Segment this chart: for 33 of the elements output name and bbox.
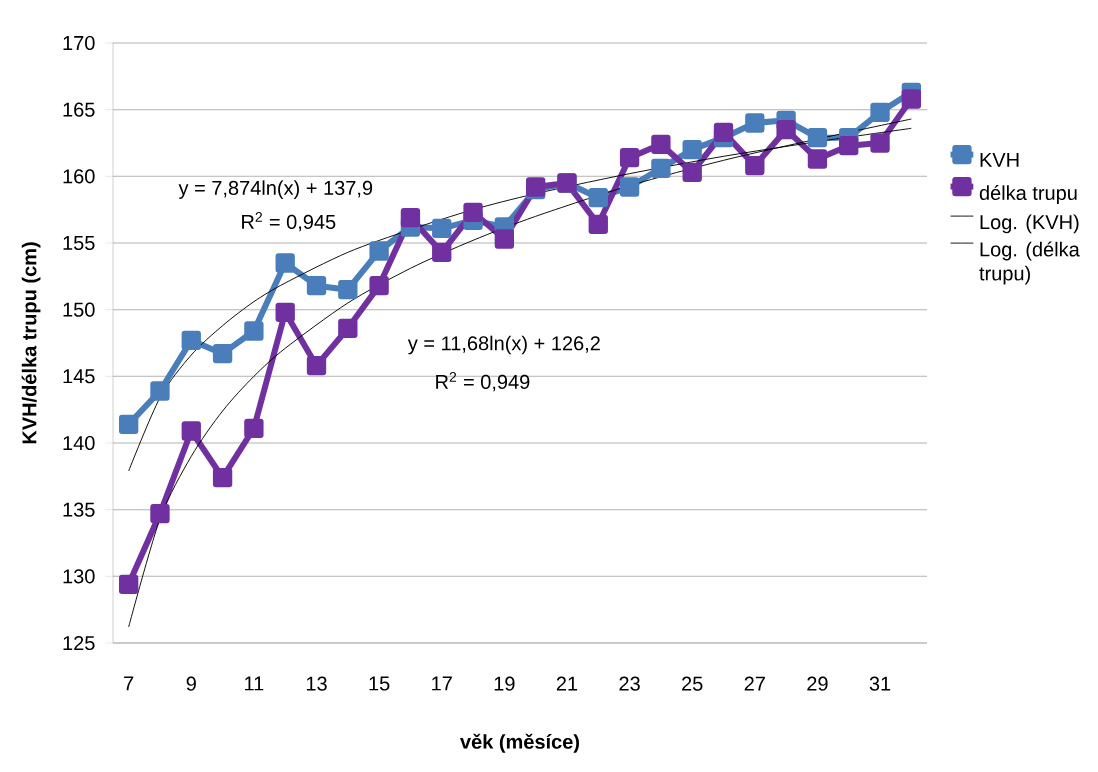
x-tick-label: 23: [619, 676, 640, 691]
legend-label: Log. (délka trupu): [979, 241, 1080, 285]
x-tick-label: 9: [186, 676, 196, 691]
x-tick-label: 17: [432, 676, 452, 691]
x-tick-label: 11: [245, 676, 264, 691]
annotation: R$^{2}$ = 0,949: [436, 372, 530, 392]
x-tick-label: 13: [306, 676, 327, 691]
x-tick-label: 7: [124, 676, 134, 691]
x-tick-label: 25: [682, 676, 703, 691]
y-tick-label: 140: [63, 435, 95, 451]
x-tick-label: 29: [807, 676, 828, 691]
legend-label: KVH: [980, 153, 1019, 167]
y-tick-label: 135: [63, 502, 95, 517]
annotation: y = 11,68ln(x) + 126,2: [407, 335, 600, 355]
x-tick-label: 19: [494, 676, 515, 691]
y-axis-title: KVH/délka trupu (cm): [21, 242, 41, 444]
annotation: y = 7,874ln(x) + 137,9: [178, 180, 373, 199]
x-axis-title: věk (měsíce): [460, 733, 580, 753]
y-tick-label: 145: [63, 369, 95, 384]
x-tick-label: 31: [869, 676, 891, 691]
y-tick-label: 160: [63, 169, 95, 184]
y-tick-label: 130: [63, 569, 95, 584]
y-tick-label: 155: [63, 236, 95, 250]
annotation: R$^{2}$ = 0,945: [242, 212, 336, 232]
y-tick-label: 125: [63, 635, 95, 651]
x-tick-label: 15: [369, 676, 390, 691]
legend-label: délka trupu: [979, 185, 1077, 204]
x-tick-label: 27: [744, 676, 765, 691]
y-tick-label: 170: [63, 35, 95, 51]
y-tick-label: 165: [63, 102, 95, 117]
x-tick-label: 21: [556, 676, 578, 691]
y-tick-label: 150: [63, 302, 95, 317]
legend-label: Log. (KVH): [980, 214, 1079, 234]
